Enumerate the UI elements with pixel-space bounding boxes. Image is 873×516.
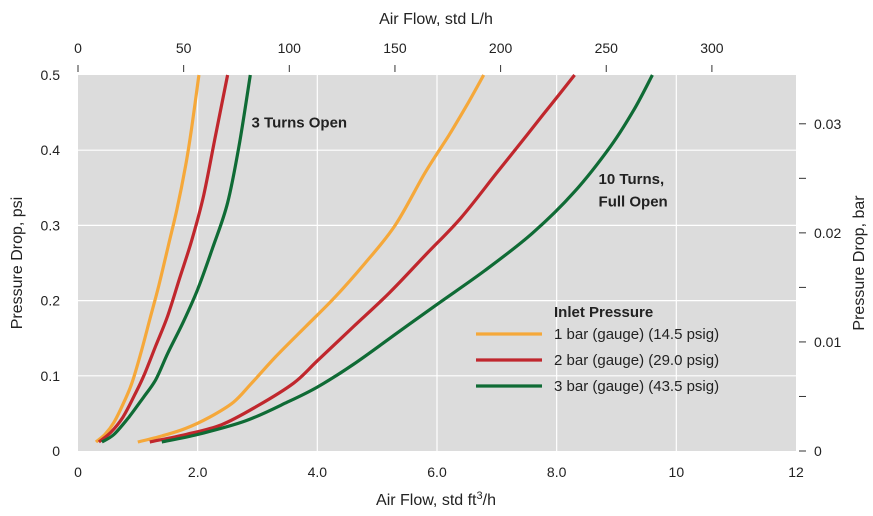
right-tick-label-4: 0.02: [814, 225, 841, 241]
y-tick-label-5: 0.5: [41, 67, 61, 83]
x-tick-label-3: 6.0: [427, 464, 447, 480]
annotations: 3 Turns Open 10 Turns, Full Open: [252, 115, 668, 211]
annotation-2: Full Open: [599, 194, 668, 211]
y-tick-label-1: 0.1: [41, 368, 61, 384]
y-axis-title-right: Pressure Drop, bar: [851, 195, 868, 331]
top-tick-label-6: 300: [700, 40, 724, 56]
gridlines: [78, 75, 796, 451]
legend-title: Inlet Pressure: [554, 304, 653, 321]
top-tick-label-4: 200: [489, 40, 513, 56]
series-lines: [94, 74, 654, 444]
x-tick-label-6: 12: [788, 464, 804, 480]
y-axis-title-left: Pressure Drop, psi: [9, 197, 26, 330]
top-tick-label-3: 150: [383, 40, 407, 56]
y-tick-label-2: 0.2: [41, 293, 61, 309]
top-tick-label-0: 0: [74, 40, 82, 56]
ticks: [77, 65, 806, 452]
series-line-2: [101, 74, 252, 444]
x-axis-title-bottom: Air Flow, std ft3/h: [376, 490, 496, 509]
top-tick-label-2: 100: [278, 40, 302, 56]
right-tick-label-2: 0.01: [814, 334, 841, 350]
x-axis-title-bottom-main: Air Flow, std ft: [376, 492, 477, 509]
legend: Inlet Pressure 1 bar (gauge) (14.5 psig) 2…: [476, 304, 719, 395]
y-tick-label-0: 0: [52, 443, 60, 459]
y-tick-label-3: 0.3: [41, 217, 61, 233]
right-tick-label-6: 0.03: [814, 116, 841, 132]
x-tick-label-0: 0: [74, 464, 82, 480]
y-tick-label-4: 0.4: [41, 142, 61, 158]
legend-label-0: 1 bar (gauge) (14.5 psig): [554, 326, 719, 343]
series-line-1: [97, 74, 230, 444]
x-tick-label-4: 8.0: [547, 464, 567, 480]
x-tick-label-2: 4.0: [308, 464, 328, 480]
tick-labels: 0 2.0 4.0 6.0 8.0 10 12 0 0.1 0.2 0.3 0.4 0.5 0 50 100 1…: [41, 40, 842, 480]
legend-label-1: 2 bar (gauge) (29.0 psig): [554, 352, 719, 369]
x-tick-label-1: 2.0: [188, 464, 208, 480]
right-tick-label-0: 0: [814, 443, 822, 459]
annotation-1: 10 Turns,: [599, 171, 665, 188]
series-line-5: [161, 74, 654, 444]
series-line-4: [149, 74, 576, 444]
top-tick-label-1: 50: [176, 40, 192, 56]
x-axis-title-bottom-sup: 3: [477, 490, 483, 502]
x-axis-title-top: Air Flow, std L/h: [379, 11, 493, 28]
series-line-0: [94, 74, 201, 444]
legend-label-2: 3 bar (gauge) (43.5 psig): [554, 378, 719, 395]
x-tick-label-5: 10: [669, 464, 685, 480]
x-axis-title-bottom-suffix: /h: [483, 492, 496, 509]
annotation-0: 3 Turns Open: [252, 115, 348, 132]
top-tick-label-5: 250: [595, 40, 619, 56]
series-line-3: [137, 74, 486, 444]
